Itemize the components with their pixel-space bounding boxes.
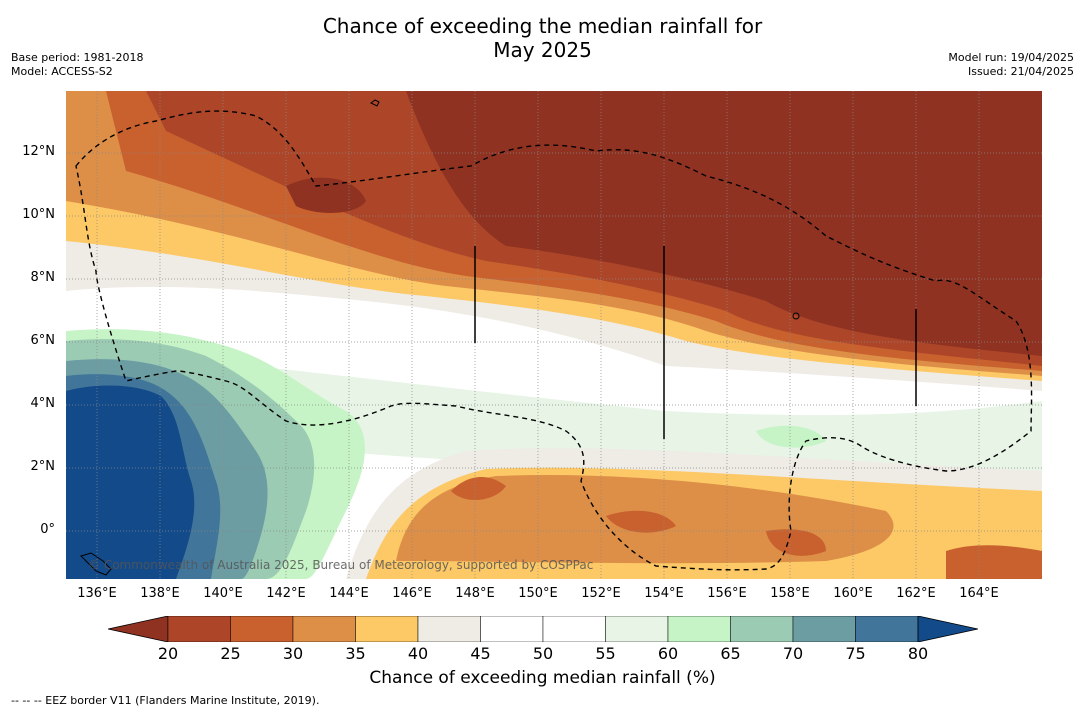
colorbar: [107, 615, 979, 646]
colorbar-label: Chance of exceeding median rainfall (%): [369, 668, 716, 688]
eez-border: [75, 110, 1033, 571]
y-tick-4n: 4°N: [30, 396, 56, 411]
title-line-1: Chance of exceeding the median rainfall …: [322, 14, 763, 38]
colorbar-tick-65: 65: [720, 644, 741, 663]
colorbar-svg: [107, 615, 979, 643]
islands: [80, 99, 800, 576]
title-line-2: May 2025: [493, 38, 592, 62]
band-25-30-south-b: [606, 510, 676, 533]
x-tick-154e: 154°E: [644, 586, 684, 601]
x-tick-158e: 158°E: [770, 586, 810, 601]
x-tick-152e: 152°E: [581, 586, 621, 601]
band-25-30-south: [451, 476, 506, 501]
x-tick-164e: 164°E: [959, 586, 999, 601]
model-run: Model run: 19/04/2025: [948, 51, 1074, 64]
colorbar-tick-70: 70: [782, 644, 804, 663]
x-tick-150e: 150°E: [518, 586, 558, 601]
y-tick-8n: 8°N: [30, 270, 56, 285]
rainfall-map: © Commonwealth of Australia 2025, Bureau…: [66, 91, 1042, 579]
model-name: Model: ACCESS-S2: [11, 65, 113, 78]
colorbar-swatch: [355, 615, 419, 643]
colorbar-extend-high: [917, 615, 979, 643]
x-tick-146e: 146°E: [392, 586, 432, 601]
x-tick-136e: 136°E: [77, 586, 117, 601]
band-below-20-north: [406, 91, 1042, 356]
x-tick-140e: 140°E: [203, 586, 243, 601]
y-tick-12n: 12°N: [22, 144, 55, 159]
colorbar-swatch: [480, 615, 544, 643]
region-above-80-west: [66, 385, 195, 579]
colorbar-swatch: [417, 615, 481, 643]
colorbar-tick-55: 55: [595, 644, 616, 663]
meta-left: Base period: 1981-2018 Model: ACCESS-S2: [11, 51, 143, 79]
meta-right: Model run: 19/04/2025 Issued: 21/04/2025: [948, 51, 1074, 79]
band-25-30-south-d: [946, 545, 1042, 579]
colorbar-tick-75: 75: [845, 644, 866, 663]
x-tick-162e: 162°E: [896, 586, 936, 601]
graticule: [66, 91, 1042, 579]
colorbar-tick-60: 60: [657, 644, 679, 663]
colorbar-swatch: [667, 615, 731, 643]
colorbar-tick-30: 30: [282, 644, 304, 663]
colorbar-tick-25: 25: [220, 644, 241, 663]
patch-below-20-a: [286, 177, 366, 213]
y-tick-0: 0°: [40, 522, 55, 537]
colorbar-swatch: [730, 615, 794, 643]
y-tick-6n: 6°N: [30, 333, 56, 348]
copyright-text: © Commonwealth of Australia 2025, Bureau…: [88, 558, 593, 572]
x-tick-142e: 142°E: [266, 586, 306, 601]
colorbar-swatch: [792, 615, 856, 643]
x-tick-160e: 160°E: [833, 586, 873, 601]
colorbar-tick-80: 80: [907, 644, 929, 663]
colorbar-tick-40: 40: [407, 644, 429, 663]
x-tick-156e: 156°E: [707, 586, 747, 601]
patch-60-65-a: [756, 425, 826, 448]
x-tick-144e: 144°E: [329, 586, 369, 601]
colorbar-swatch: [605, 615, 669, 643]
map-canvas: © Commonwealth of Australia 2025, Bureau…: [66, 91, 1042, 579]
x-tick-138e: 138°E: [140, 586, 180, 601]
y-tick-10n: 10°N: [22, 207, 55, 222]
colorbar-swatch: [230, 615, 294, 643]
colorbar-swatch: [292, 615, 356, 643]
colorbar-extend-low: [107, 615, 169, 643]
base-period: Base period: 1981-2018: [11, 51, 144, 64]
map-title: Chance of exceeding the median rainfall …: [0, 14, 1085, 62]
colorbar-tick-50: 50: [532, 644, 554, 663]
issued-date: Issued: 21/04/2025: [967, 65, 1074, 78]
data-artifact-lines: [474, 246, 917, 439]
colorbar-swatch: [855, 615, 919, 643]
y-tick-2n: 2°N: [30, 459, 56, 474]
colorbar-tick-45: 45: [470, 644, 491, 663]
colorbar-tick-35: 35: [345, 644, 366, 663]
colorbar-tick-20: 20: [157, 644, 179, 663]
colorbar-swatch: [542, 615, 606, 643]
eez-footnote: -- -- -- EEZ border V11 (Flanders Marine…: [11, 694, 320, 707]
colorbar-swatch: [167, 615, 231, 643]
band-25-30-south-c: [766, 529, 826, 556]
x-tick-148e: 148°E: [455, 586, 495, 601]
